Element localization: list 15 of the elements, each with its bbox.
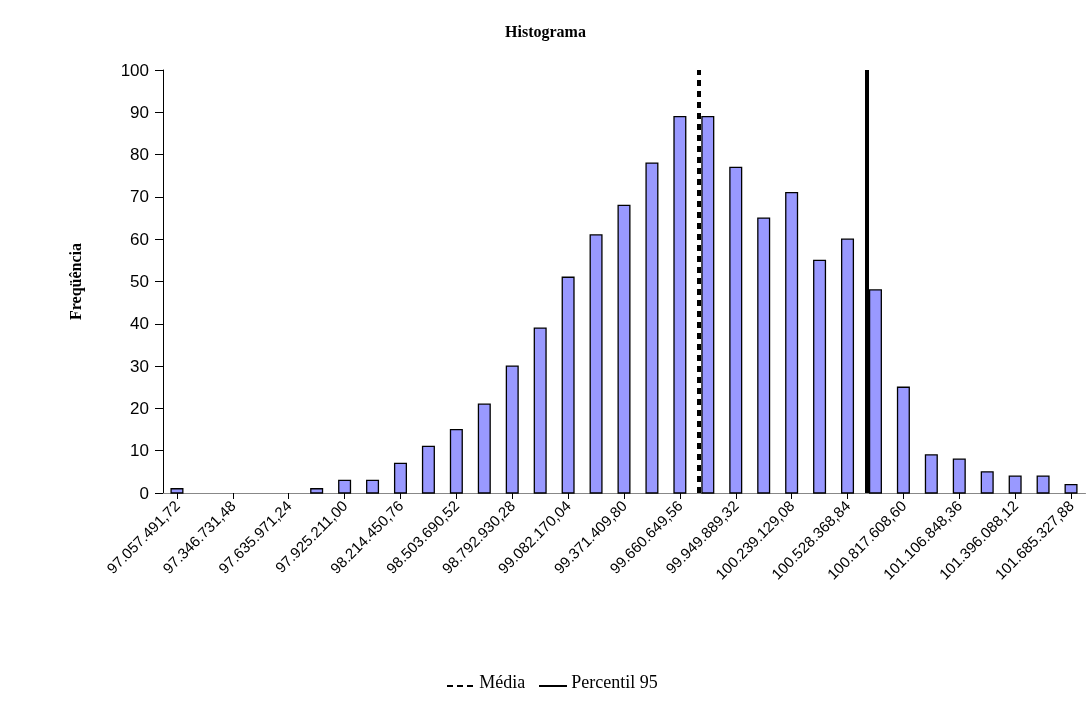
y-axis-title: Freqüência [66, 242, 85, 321]
y-tick-label: 100 [120, 60, 149, 80]
y-tick-label: 90 [130, 102, 149, 122]
chart-title: Histograma [505, 22, 586, 41]
y-tick-label: 70 [130, 187, 149, 207]
y-tick-label: 20 [130, 398, 149, 418]
y-tick-label: 10 [130, 441, 149, 461]
legend-label: Média [479, 672, 526, 692]
legend-label: Percentil 95 [571, 672, 658, 692]
y-tick-label: 40 [130, 314, 149, 334]
y-tick-label: 80 [130, 145, 149, 165]
y-tick-label: 60 [130, 229, 149, 249]
y-tick-label: 30 [130, 356, 149, 376]
y-tick-label: 50 [130, 272, 149, 291]
y-tick-label: 0 [139, 483, 149, 503]
